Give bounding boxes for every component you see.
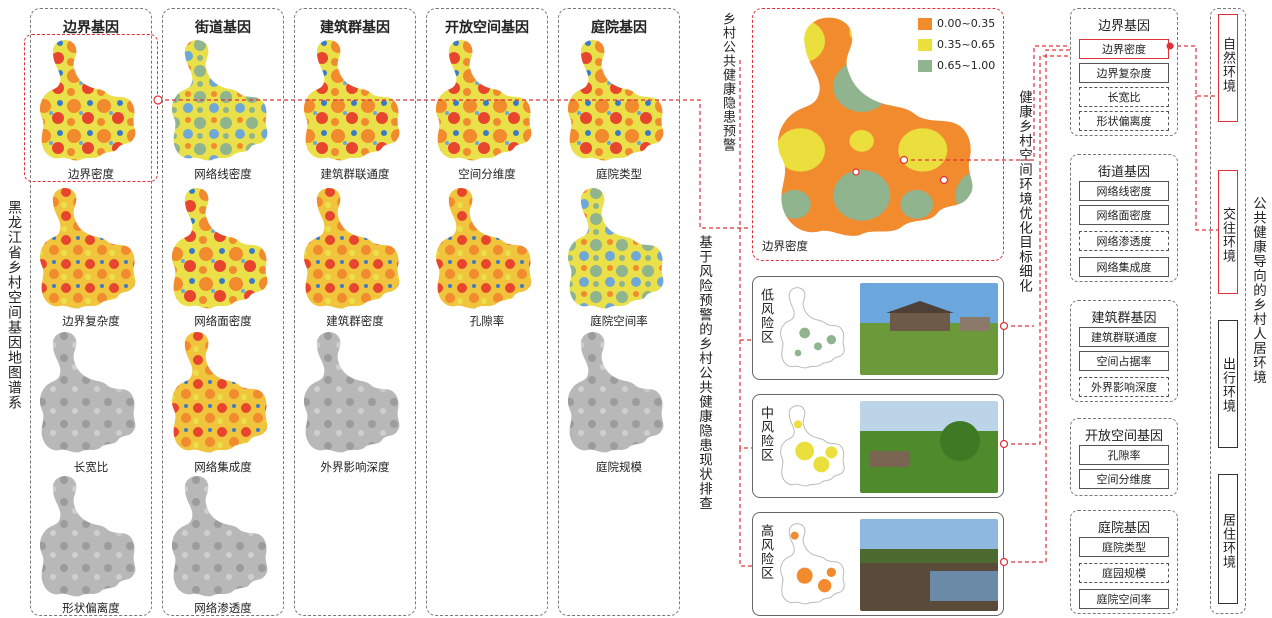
gene-item: 建筑群联通度 xyxy=(1079,327,1169,347)
caption: 空间分维度 xyxy=(458,167,516,181)
caption: 庭院空间率 xyxy=(590,314,648,328)
gene-group-title: 建筑群基因 xyxy=(1091,311,1157,326)
photo-high-risk xyxy=(860,519,998,611)
gene-item: 网络渗透度 xyxy=(1079,231,1169,251)
caption: 网络渗透度 xyxy=(194,601,252,615)
column-title: 建筑群基因 xyxy=(320,20,390,36)
column-courtyard: 庭院基因 xyxy=(558,8,680,616)
gene-item: 孔隙率 xyxy=(1079,445,1169,465)
column-title: 开放空间基因 xyxy=(445,20,529,36)
column-title: 边界基因 xyxy=(63,20,119,36)
column-building: 建筑群基因 xyxy=(294,8,416,616)
label-optimize: 健康乡村空间环境优化目标细化 xyxy=(1016,90,1032,293)
caption: 庭院类型 xyxy=(596,167,642,181)
caption: 网络线密度 xyxy=(194,167,252,181)
gene-item: 网络线密度 xyxy=(1079,181,1169,201)
left-title: 黑龙江省乡村空间基因地图谱系 xyxy=(6,200,22,410)
gene-item: 空间占据率 xyxy=(1079,351,1169,371)
column-street: 街道基因 xyxy=(162,8,284,616)
legend-label: 0.35~0.65 xyxy=(937,38,996,51)
caption: 建筑群密度 xyxy=(326,314,384,328)
column-title: 庭院基因 xyxy=(591,20,647,36)
gene-group-courtyard: 庭院基因 庭院类型 庭园规模 庭院空间率 xyxy=(1070,510,1178,614)
risk-label: 低风险区 xyxy=(758,288,773,344)
caption: 孔隙率 xyxy=(469,314,505,328)
gene-item: 庭院类型 xyxy=(1079,537,1169,557)
legend-swatch-high xyxy=(918,18,932,30)
column-open-space: 开放空间基因 xyxy=(426,8,548,616)
caption: 建筑群联通度 xyxy=(320,167,390,181)
environment-panel xyxy=(1210,8,1246,614)
caption: 边界密度 xyxy=(68,167,114,181)
gene-group-street: 街道基因 网络线密度 网络面密度 网络渗透度 网络集成度 xyxy=(1070,154,1178,282)
gene-group-title: 庭院基因 xyxy=(1097,521,1150,536)
caption: 外界影响深度 xyxy=(320,460,390,474)
caption: 长宽比 xyxy=(73,460,109,474)
gene-item: 形状偏离度 xyxy=(1079,111,1169,131)
legend-swatch-mid xyxy=(918,39,932,51)
risk-label: 高风险区 xyxy=(758,524,773,580)
gene-group-boundary: 边界基因 边界密度 边界复杂度 长宽比 形状偏离度 xyxy=(1070,8,1178,136)
map-low-risk xyxy=(780,287,845,369)
env-natural: 自然环境 xyxy=(1218,14,1238,122)
column-boundary: 边界基因 xyxy=(30,8,152,616)
caption: 庭院规模 xyxy=(596,460,642,474)
label-screening: 基于风险预警的乡村公共健康隐患现状排查 xyxy=(696,235,712,511)
gene-item: 长宽比 xyxy=(1079,87,1169,107)
legend-swatch-low xyxy=(918,60,932,72)
label-warning: 乡村公共健康隐患预警 xyxy=(720,12,735,152)
env-living: 居住环境 xyxy=(1218,474,1238,604)
risk-label: 中风险区 xyxy=(758,406,773,462)
map-mid-risk xyxy=(780,405,845,487)
map-high-risk xyxy=(780,523,845,605)
column-title: 街道基因 xyxy=(195,20,251,36)
gene-item: 网络集成度 xyxy=(1079,257,1169,277)
photo-low-risk xyxy=(860,283,998,375)
caption: 网络面密度 xyxy=(194,314,252,328)
gene-group-open-space: 开放空间基因 孔隙率 空间分维度 xyxy=(1070,418,1178,496)
big-map-caption: 边界密度 xyxy=(762,239,808,253)
gene-group-title: 边界基因 xyxy=(1097,19,1150,34)
gene-item: 外界影响深度 xyxy=(1079,377,1169,397)
caption: 形状偏离度 xyxy=(62,601,120,615)
gene-item: 边界密度 xyxy=(1079,39,1169,59)
gene-item: 庭园规模 xyxy=(1079,563,1169,583)
caption: 网络集成度 xyxy=(194,460,252,474)
legend-label: 0.00~0.35 xyxy=(937,17,996,30)
env-travel: 出行环境 xyxy=(1218,320,1238,448)
big-map-frame xyxy=(752,8,1004,261)
photo-mid-risk xyxy=(860,401,998,493)
gene-item: 空间分维度 xyxy=(1079,469,1169,489)
gene-group-title: 开放空间基因 xyxy=(1084,429,1163,444)
gene-group-building: 建筑群基因 建筑群联通度 空间占据率 外界影响深度 xyxy=(1070,300,1178,402)
label-public-health: 公共健康导向的乡村人居环境 xyxy=(1250,196,1266,385)
gene-group-title: 街道基因 xyxy=(1097,165,1150,180)
gene-item: 庭院空间率 xyxy=(1079,589,1169,609)
gene-item: 边界复杂度 xyxy=(1079,63,1169,83)
legend-label: 0.65~1.00 xyxy=(937,59,996,72)
gene-item: 网络面密度 xyxy=(1079,205,1169,225)
highlight-box xyxy=(24,34,158,182)
caption: 边界复杂度 xyxy=(62,314,120,328)
env-social: 交往环境 xyxy=(1218,170,1238,294)
